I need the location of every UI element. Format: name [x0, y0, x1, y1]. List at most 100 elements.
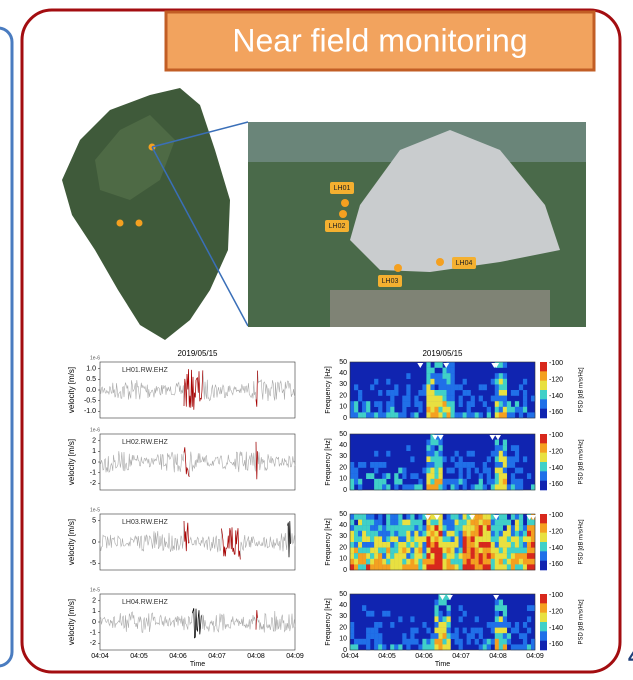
spectrogram-cell: [519, 384, 523, 390]
spectrogram-cell: [418, 564, 422, 570]
station-dot: [341, 199, 349, 207]
spectrogram-cell: [394, 384, 398, 390]
spectrogram-cell: [378, 548, 382, 554]
spectrogram-cell: [382, 644, 386, 650]
spectrogram-cell: [459, 520, 463, 526]
colorbar-tick-label: -120: [549, 448, 563, 455]
spectrogram-cell: [491, 622, 495, 628]
spectrogram-cell: [402, 542, 406, 548]
spectrogram-cell: [467, 514, 471, 520]
spectrogram-cell: [463, 548, 467, 554]
spectrogram-cell: [378, 514, 382, 520]
spectrogram-cell: [507, 484, 511, 490]
spectrogram-cell: [503, 628, 507, 634]
spectrogram-cell: [426, 468, 430, 474]
spectrogram-cell: [447, 622, 451, 628]
spectrogram-cell: [463, 536, 467, 542]
spectrogram-cell: [467, 451, 471, 457]
spectrogram-cell: [447, 548, 451, 554]
spectrogram-cell: [455, 548, 459, 554]
spectrogram-cell: [422, 553, 426, 559]
spectrogram-cell: [426, 553, 430, 559]
spectrogram-cell: [459, 644, 463, 650]
spectrogram-cell: [483, 644, 487, 650]
spectrogram-cell: [491, 639, 495, 645]
y-tick-label: 10: [339, 636, 347, 643]
y-tick-label: 40: [339, 370, 347, 377]
spectrogram-cell: [483, 536, 487, 542]
x-tick-label: 04:08: [247, 653, 265, 660]
spectrogram-cell: [475, 412, 479, 418]
spectrogram-cell: [515, 525, 519, 531]
spectrogram-cell: [447, 373, 451, 379]
spectrogram-cell: [447, 412, 451, 418]
station-name: LH02.RW.EHZ: [122, 439, 168, 446]
spectrogram-cell: [374, 531, 378, 537]
spectrogram-cell: [475, 548, 479, 554]
spectrogram-cell: [443, 622, 447, 628]
spectrogram-cell: [511, 462, 515, 468]
spectrogram-cell: [430, 440, 434, 446]
spectrogram-cell: [515, 628, 519, 634]
spectrogram-cell: [374, 639, 378, 645]
spectrogram-cell: [499, 628, 503, 634]
y-tick-label: 20: [339, 392, 347, 399]
spectrogram-cell: [479, 473, 483, 479]
y-tick-label: 50: [339, 431, 347, 438]
spectrogram-cell: [467, 548, 471, 554]
spectrogram-cell: [374, 548, 378, 554]
spectrogram-cell: [350, 559, 354, 565]
spectrogram-cell: [499, 622, 503, 628]
spectrogram-cell: [515, 456, 519, 462]
colorbar: [540, 514, 547, 524]
spectrogram-cell: [366, 520, 370, 526]
spectrogram-cell: [362, 536, 366, 542]
spectrogram-cell: [519, 407, 523, 413]
spectrogram-cell: [479, 553, 483, 559]
spectrogram-cell: [430, 644, 434, 650]
spectrogram-cell: [515, 564, 519, 570]
spectrogram-cell: [443, 479, 447, 485]
spectrogram-cell: [422, 542, 426, 548]
x-tick-label: 04:08: [489, 653, 507, 660]
spectrogram-cell: [402, 548, 406, 554]
spectrogram-cell: [447, 407, 451, 413]
spectrogram-cell: [495, 542, 499, 548]
spectrogram-cell: [438, 373, 442, 379]
spectrogram-cell: [443, 379, 447, 385]
spectrogram-cell: [366, 553, 370, 559]
spectrogram-cell: [475, 468, 479, 474]
spectrogram-cell: [455, 531, 459, 537]
site-marker: [117, 220, 124, 227]
spectrogram-cell: [495, 451, 499, 457]
spectrogram-cell: [523, 456, 527, 462]
spectrogram-cell: [451, 548, 455, 554]
spectrogram-cell: [499, 548, 503, 554]
colorbar-tick-label: -140: [549, 545, 563, 552]
spectrogram-cell: [511, 484, 515, 490]
spectrogram-cell: [426, 520, 430, 526]
colorbar: [540, 594, 547, 604]
spectrogram-cell: [487, 622, 491, 628]
spectrogram-cell: [447, 628, 451, 634]
spectrogram-cell: [523, 644, 527, 650]
spectrogram-cell: [350, 479, 354, 485]
spectrogram-cell: [378, 559, 382, 565]
spectrogram-cell: [402, 536, 406, 542]
spectrogram-cell: [463, 531, 467, 537]
x-tick-label: 04:06: [169, 653, 187, 660]
spectrogram-cell: [487, 479, 491, 485]
spectrogram-cell: [443, 456, 447, 462]
spectrogram-cell: [503, 401, 507, 407]
spectrogram-cell: [515, 479, 519, 485]
spectrogram-cell: [527, 525, 531, 531]
spectrogram-cell: [366, 639, 370, 645]
spectrogram-cell: [503, 445, 507, 451]
y-tick-label: -1: [90, 629, 96, 636]
spectrogram-cell: [438, 484, 442, 490]
spectrogram-cell: [443, 525, 447, 531]
spectrogram-cell: [382, 484, 386, 490]
spectrogram-cell: [487, 644, 491, 650]
spectrogram-cell: [430, 536, 434, 542]
spectrogram-cell: [394, 644, 398, 650]
